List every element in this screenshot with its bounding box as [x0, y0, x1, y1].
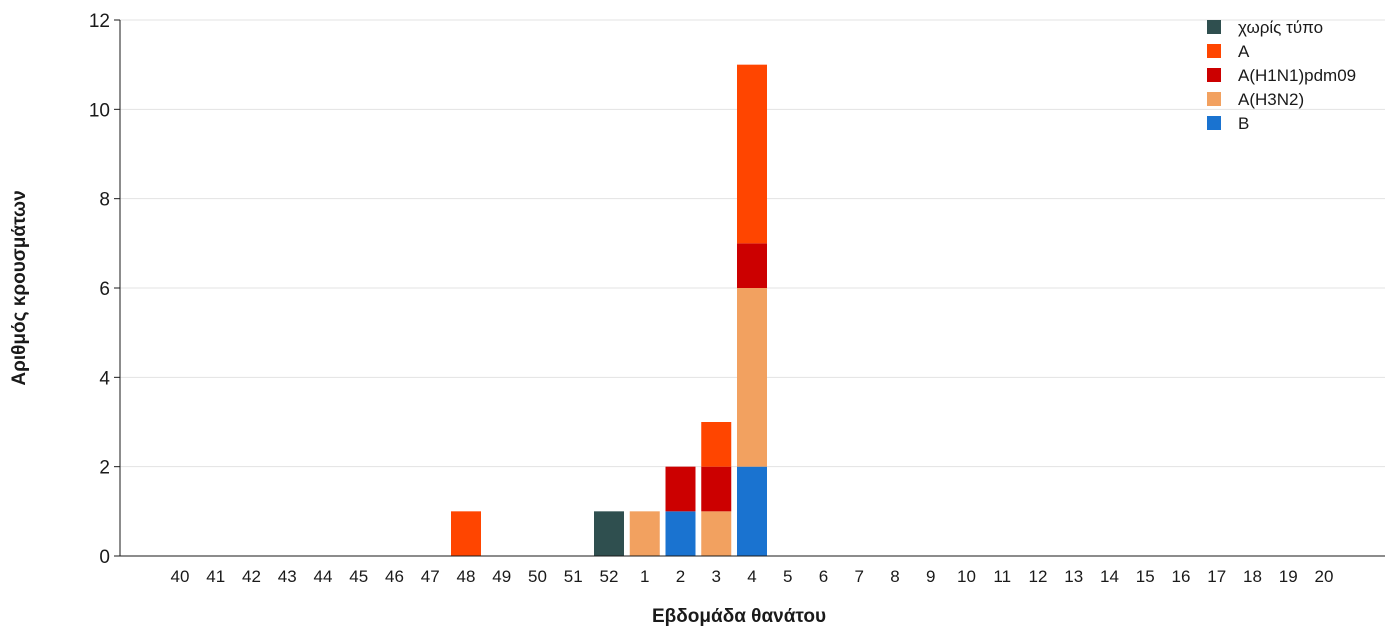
- x-tick-label: 12: [1029, 567, 1048, 586]
- x-tick-label: 6: [819, 567, 828, 586]
- x-tick-label: 52: [600, 567, 619, 586]
- y-tick-label: 6: [99, 279, 110, 300]
- x-tick-label: 4: [747, 567, 756, 586]
- legend-label: A(H1N1)pdm09: [1238, 66, 1356, 85]
- x-tick-label: 8: [890, 567, 899, 586]
- x-tick-label: 45: [349, 567, 368, 586]
- legend-swatch: [1207, 44, 1221, 58]
- legend-label: χωρίς τύπο: [1238, 18, 1323, 37]
- x-axis-title: Εβδομάδα θανάτου: [652, 606, 826, 627]
- x-tick-label: 7: [855, 567, 864, 586]
- bar-segment: [737, 243, 767, 288]
- y-tick-label: 10: [89, 100, 110, 121]
- y-tick-label: 12: [89, 11, 110, 32]
- x-tick-label: 42: [242, 567, 261, 586]
- x-tick-label: 1: [640, 567, 649, 586]
- legend-swatch: [1207, 20, 1221, 34]
- bar-segment: [451, 511, 481, 556]
- bar-segment: [701, 511, 732, 556]
- y-tick-label: 8: [99, 190, 110, 211]
- x-tick-label: 40: [171, 567, 190, 586]
- legend-label: A: [1238, 42, 1250, 61]
- legend-label: A(H3N2): [1238, 90, 1304, 109]
- legend-swatch: [1207, 68, 1221, 82]
- bar-segment: [701, 422, 732, 467]
- x-tick-label: 10: [957, 567, 976, 586]
- x-tick-label: 51: [564, 567, 583, 586]
- x-tick-label: 50: [528, 567, 547, 586]
- x-tick-label: 41: [206, 567, 225, 586]
- legend-label: B: [1238, 114, 1249, 133]
- x-tick-label: 2: [676, 567, 685, 586]
- x-tick-label: 9: [926, 567, 935, 586]
- y-axis-ticks: 0 2 4 6 8 10 12: [89, 11, 120, 568]
- bar-segment: [737, 466, 767, 556]
- x-tick-label: 49: [492, 567, 511, 586]
- x-tick-label: 14: [1100, 567, 1119, 586]
- x-tick-label: 11: [993, 567, 1011, 586]
- bar-segment: [701, 466, 732, 512]
- y-tick-label: 0: [99, 547, 110, 568]
- x-tick-label: 5: [783, 567, 792, 586]
- bars: [451, 64, 767, 556]
- bar-segment: [594, 511, 624, 556]
- x-tick-label: 13: [1064, 567, 1083, 586]
- bar-segment: [737, 64, 767, 244]
- x-tick-label: 43: [278, 567, 297, 586]
- x-tick-label: 18: [1243, 567, 1262, 586]
- legend-swatch: [1207, 116, 1221, 130]
- legend: χωρίς τύπο A A(H1N1)pdm09 A(H3N2) B: [1207, 18, 1356, 133]
- bar-segment: [629, 511, 660, 556]
- x-tick-label: 48: [457, 567, 476, 586]
- x-tick-label: 44: [314, 567, 333, 586]
- bar-segment: [665, 511, 696, 556]
- x-axis-ticks: 40 41 42 43 44 45 46 47 48 49 50 51 52 1 2 3 4 5 6 7 8 9 10 11 1…: [171, 567, 1334, 586]
- x-tick-label: 20: [1315, 567, 1334, 586]
- x-tick-label: 17: [1207, 567, 1226, 586]
- x-tick-label: 15: [1136, 567, 1155, 586]
- legend-swatch: [1207, 92, 1221, 106]
- x-tick-label: 47: [421, 567, 440, 586]
- y-tick-label: 2: [99, 458, 110, 479]
- x-tick-label: 46: [385, 567, 404, 586]
- x-tick-label: 3: [712, 567, 721, 586]
- y-tick-label: 4: [99, 368, 110, 389]
- x-tick-label: 16: [1172, 567, 1191, 586]
- bar-segment: [665, 466, 696, 512]
- x-tick-label: 19: [1279, 567, 1298, 586]
- y-axis-title: Αριθμός κρουσμάτων: [9, 190, 30, 385]
- bar-segment: [737, 288, 767, 467]
